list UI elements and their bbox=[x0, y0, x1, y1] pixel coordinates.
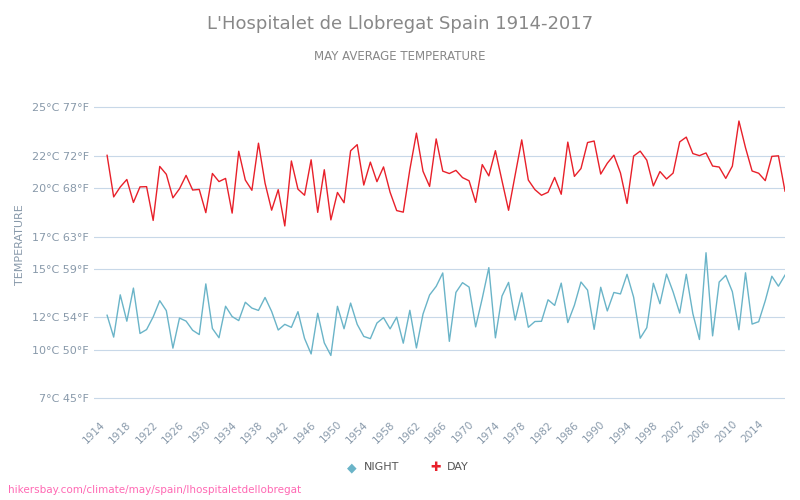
Text: ◆: ◆ bbox=[347, 461, 357, 474]
Text: hikersbay.com/climate/may/spain/lhospitaletdellobregat: hikersbay.com/climate/may/spain/lhospita… bbox=[8, 485, 301, 495]
Text: L'Hospitalet de Llobregat Spain 1914-2017: L'Hospitalet de Llobregat Spain 1914-201… bbox=[207, 15, 593, 33]
Text: DAY: DAY bbox=[446, 462, 468, 472]
Text: NIGHT: NIGHT bbox=[364, 462, 399, 472]
Y-axis label: TEMPERATURE: TEMPERATURE bbox=[15, 204, 25, 285]
Text: ✚: ✚ bbox=[430, 461, 442, 474]
Text: MAY AVERAGE TEMPERATURE: MAY AVERAGE TEMPERATURE bbox=[314, 50, 486, 63]
